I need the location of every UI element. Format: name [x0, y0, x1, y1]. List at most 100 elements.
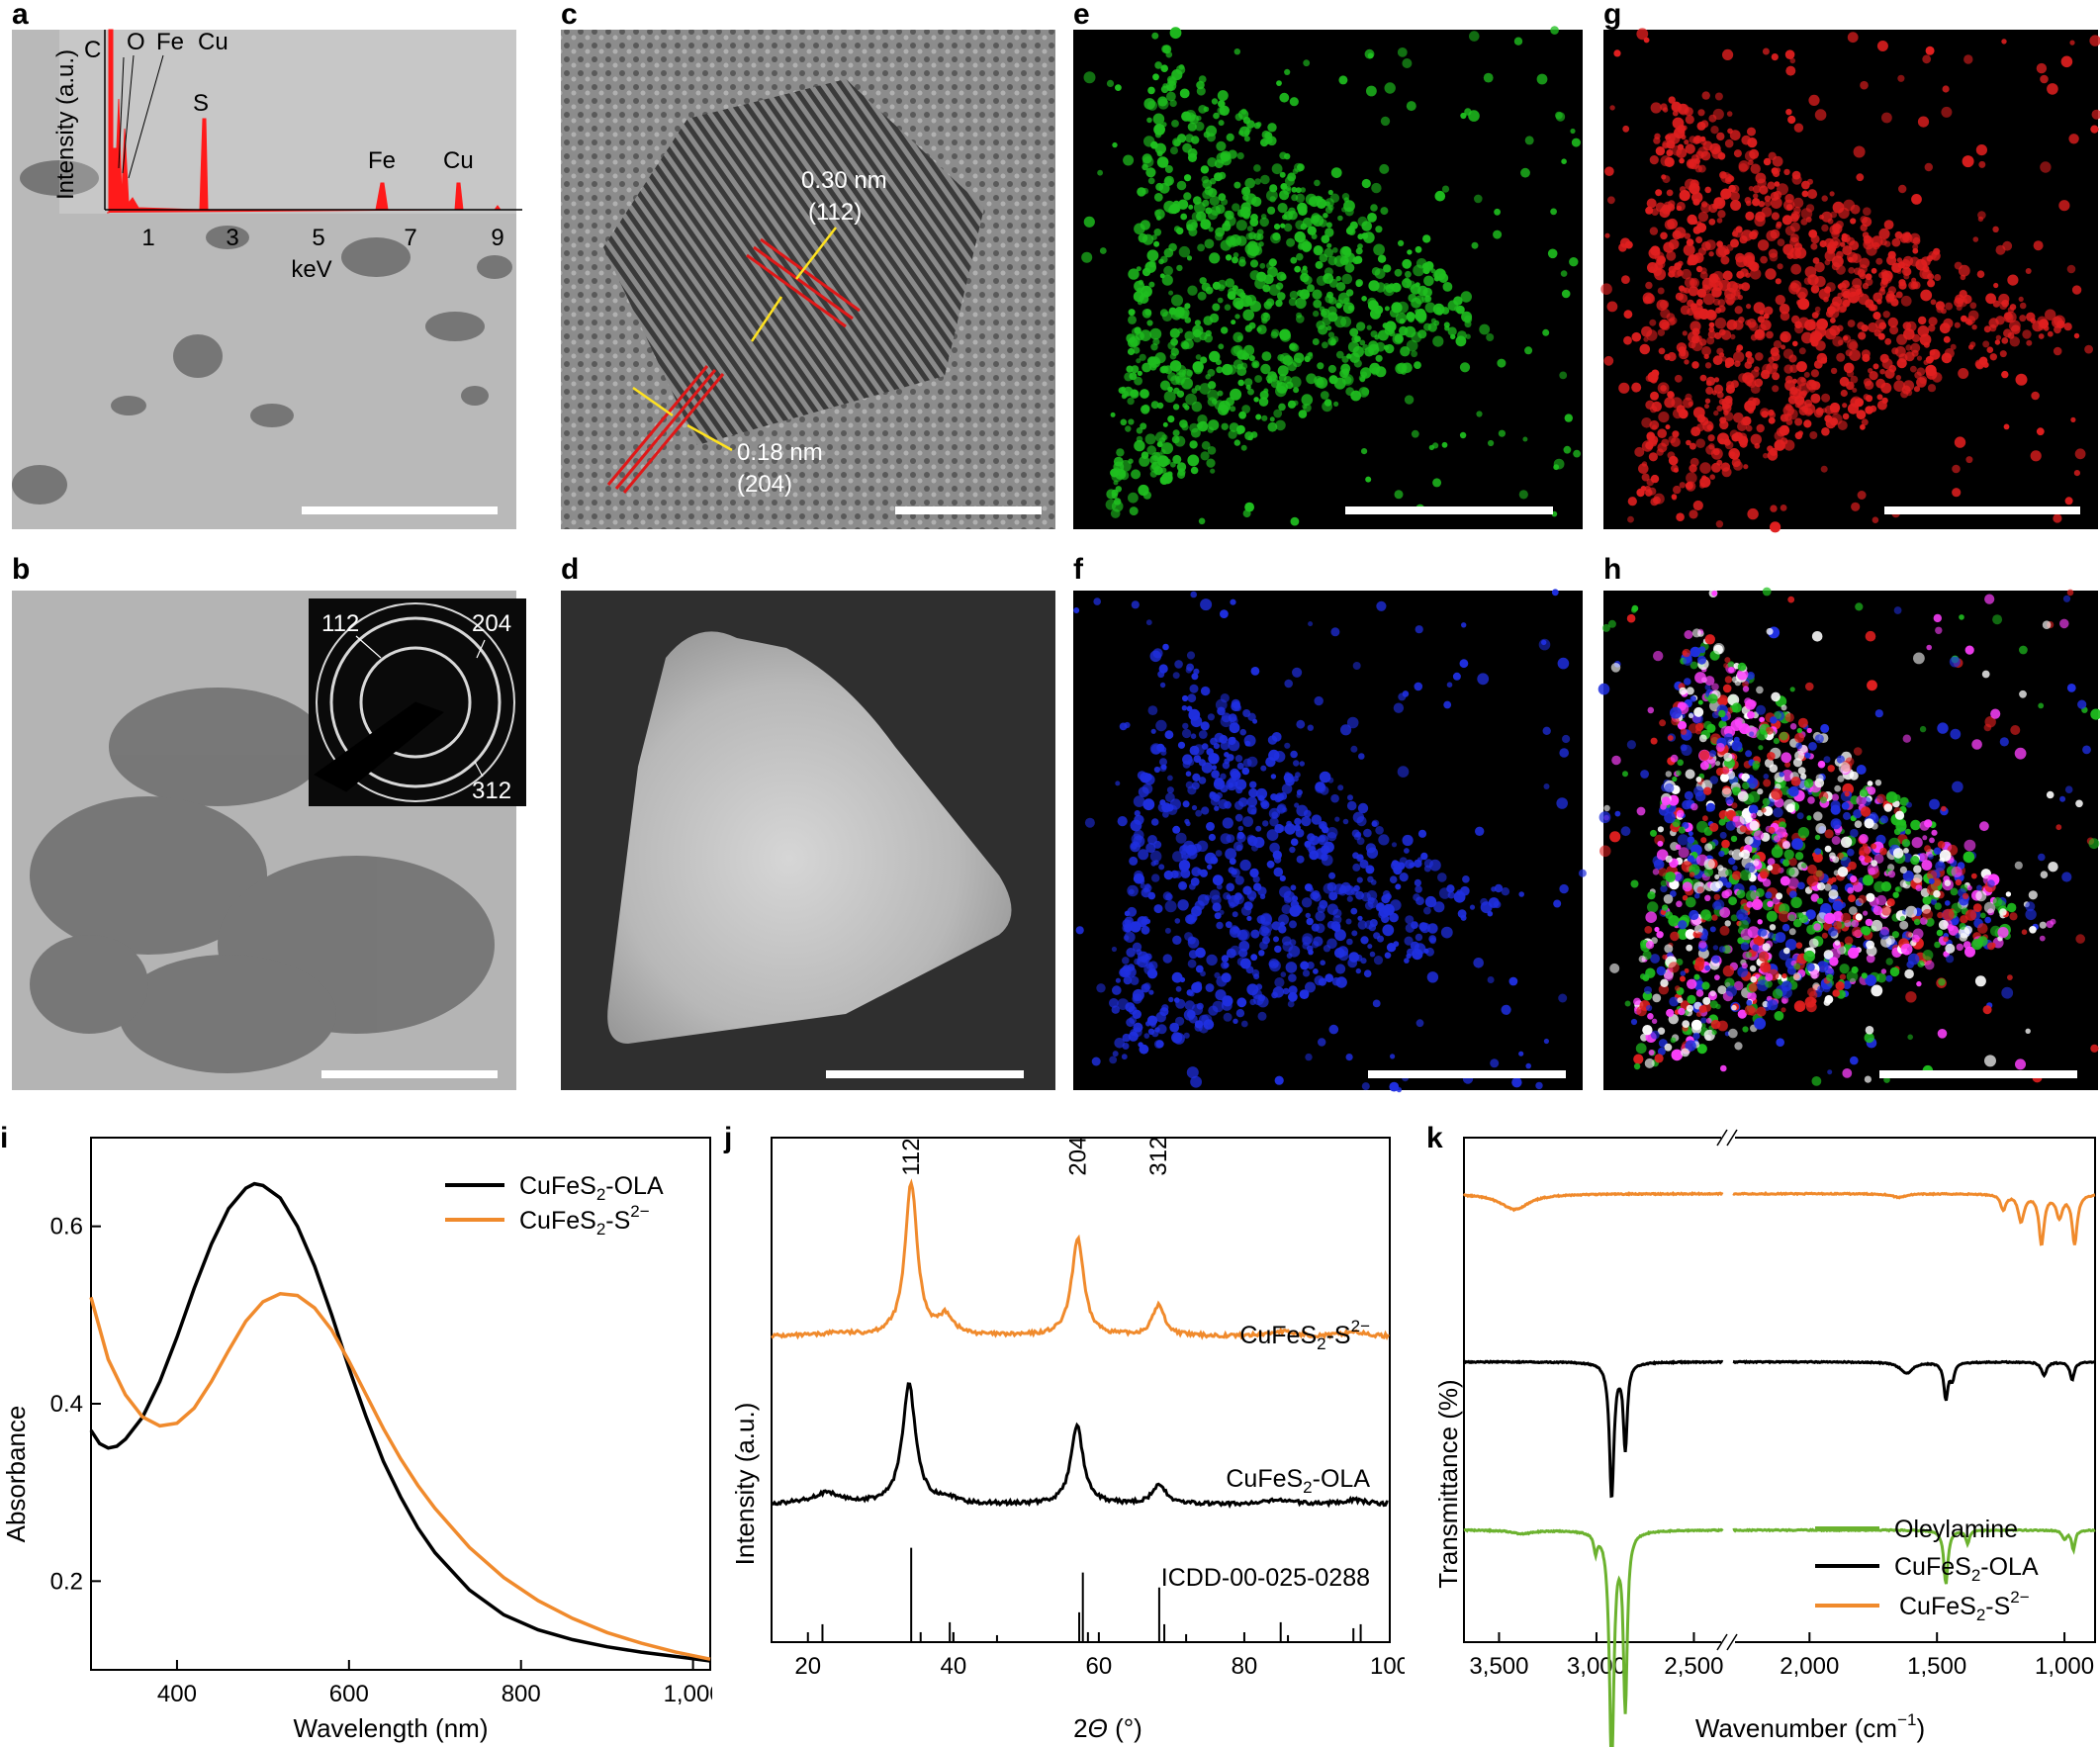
element-dot — [1138, 1042, 1143, 1048]
element-dot — [1930, 299, 1937, 306]
element-dot — [1609, 105, 1615, 111]
element-dot — [1141, 925, 1150, 935]
element-dot — [1131, 469, 1141, 480]
element-dot — [1352, 863, 1361, 872]
element-dot — [1745, 698, 1756, 710]
element-dot — [1732, 865, 1738, 871]
element-dot — [1992, 614, 2003, 625]
element-dot — [1709, 990, 1716, 997]
eds-spectrum — [107, 29, 522, 214]
eds-tick-3: 3 — [226, 225, 238, 251]
element-dot — [1150, 728, 1156, 734]
element-dot — [1192, 773, 1201, 782]
element-dot — [1234, 813, 1243, 822]
element-dot — [1771, 212, 1780, 221]
element-dot — [1983, 901, 1996, 914]
element-dot — [1571, 138, 1581, 147]
element-dot — [2018, 296, 2024, 302]
element-dot — [1777, 263, 1783, 270]
element-dot — [1347, 794, 1353, 801]
element-dot — [1806, 727, 1812, 734]
element-dot — [1741, 282, 1751, 292]
element-dot — [1733, 149, 1742, 158]
element-dot — [1563, 445, 1572, 454]
element-dot — [1713, 410, 1719, 416]
element-dot — [1693, 961, 1704, 971]
element-dot — [1851, 502, 1861, 511]
element-dot — [1726, 297, 1735, 306]
element-dot — [1814, 834, 1821, 841]
element-dot — [1963, 54, 1973, 64]
element-dot — [1720, 329, 1732, 340]
element-dot — [1650, 954, 1660, 964]
element-dot — [1829, 852, 1836, 860]
fringe-spacing-204: 0.18 nm — [737, 439, 823, 466]
element-dot — [1741, 963, 1748, 969]
element-dot — [1333, 401, 1339, 407]
element-dot — [1900, 943, 1913, 956]
element-dot — [1282, 214, 1288, 221]
element-dot — [1670, 931, 1680, 942]
element-dot — [1249, 259, 1259, 268]
element-dot — [1866, 892, 1875, 902]
element-dot — [1260, 800, 1268, 808]
element-dot — [1171, 120, 1179, 128]
element-dot — [1797, 298, 1810, 311]
element-dot — [1141, 404, 1150, 413]
element-dot — [1214, 971, 1221, 978]
element-dot — [1756, 1006, 1767, 1017]
element-dot — [1205, 286, 1214, 295]
element-dot — [1712, 643, 1725, 655]
element-dot — [1136, 435, 1143, 443]
element-dot — [1157, 96, 1168, 107]
element-dot — [1477, 673, 1490, 686]
element-dot — [1711, 590, 1718, 597]
element-dot — [1841, 232, 1848, 239]
element-dot — [1150, 744, 1161, 755]
element-dot — [1679, 687, 1688, 695]
element-dot — [1464, 315, 1473, 323]
element-dot — [1267, 421, 1278, 432]
element-dot — [1881, 112, 1892, 124]
element-dot — [1185, 667, 1192, 674]
element-dot — [1832, 900, 1844, 912]
element-dot — [1345, 1054, 1353, 1061]
element-dot — [1412, 949, 1423, 961]
element-dot — [1115, 781, 1121, 786]
element-dot — [1847, 320, 1856, 327]
element-dot — [1334, 816, 1340, 822]
element-dot — [1713, 377, 1720, 383]
element-dot — [1730, 191, 1740, 202]
element-dot — [1241, 767, 1250, 776]
element-dot — [1785, 109, 1792, 116]
element-dot — [1977, 216, 1984, 223]
element-dot — [1944, 879, 1952, 886]
element-dot — [1672, 230, 1682, 240]
element-dot — [1971, 324, 1977, 330]
element-dot — [1952, 488, 1962, 498]
element-dot — [1734, 679, 1741, 687]
element-dot — [1215, 231, 1224, 241]
element-dot — [1390, 1054, 1396, 1059]
element-dot — [1256, 122, 1262, 128]
element-dot — [1341, 374, 1354, 386]
element-dot — [1665, 855, 1673, 863]
element-dot — [1689, 661, 1698, 670]
element-dot — [1207, 864, 1213, 871]
element-dot — [1367, 52, 1374, 59]
element-dot — [1260, 174, 1270, 185]
element-dot — [1115, 84, 1122, 91]
element-dot — [1778, 910, 1790, 923]
element-dot — [1309, 850, 1320, 861]
i-legend-ola: CuFeS2-OLA — [519, 1172, 664, 1204]
element-dot — [1730, 835, 1738, 843]
panel-label-h: h — [1603, 553, 1621, 586]
element-dot — [1701, 981, 1710, 990]
element-dot — [1293, 352, 1305, 364]
element-dot — [1184, 174, 1192, 182]
element-dot — [1319, 821, 1327, 830]
element-dot — [2009, 912, 2018, 921]
element-dot — [1821, 427, 1830, 436]
element-dot — [1684, 139, 1689, 145]
